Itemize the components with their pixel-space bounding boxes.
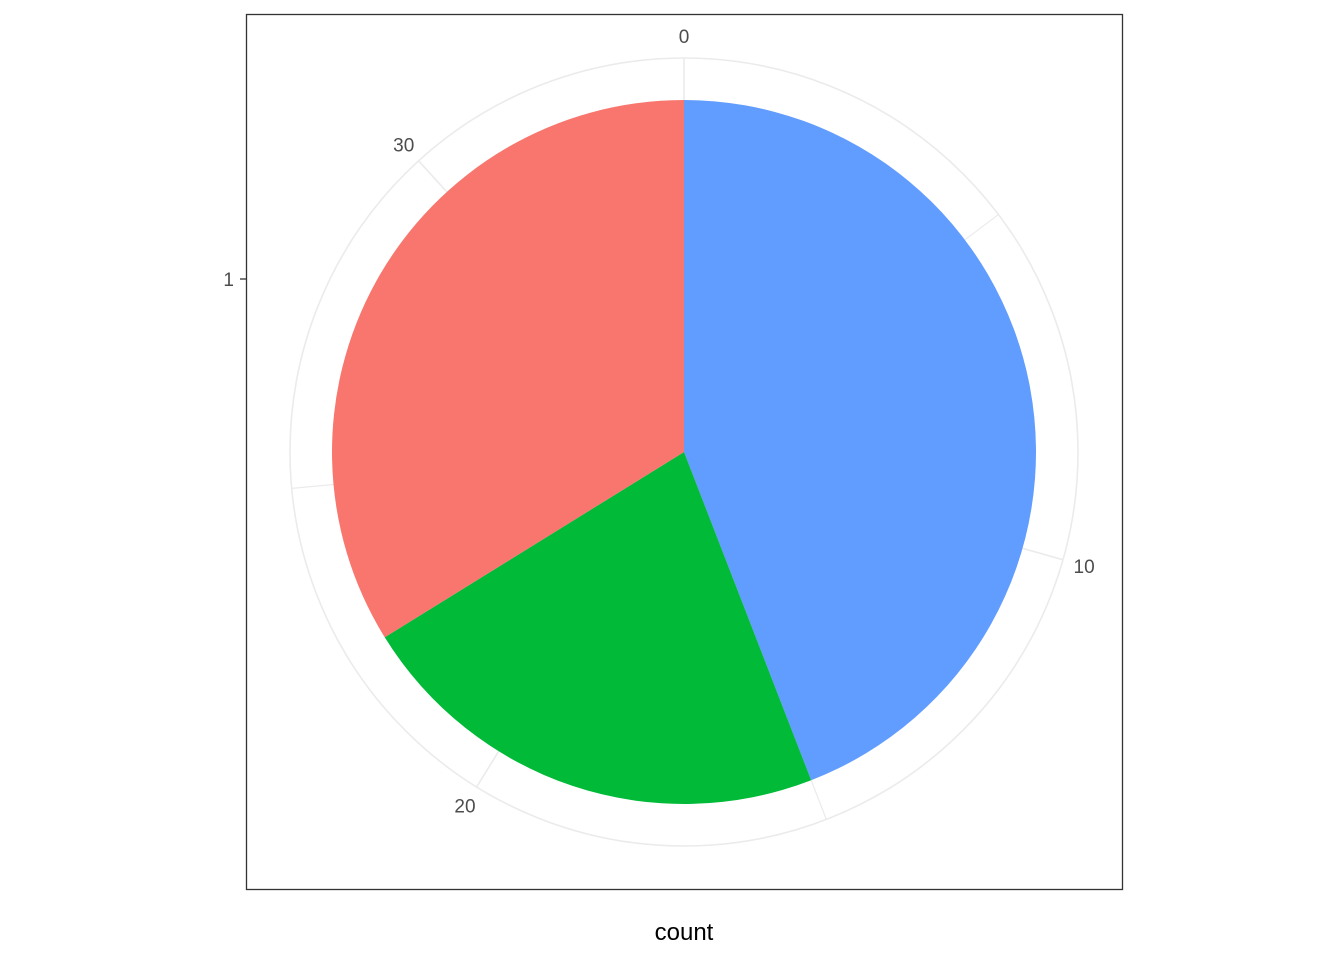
theta-tick-label: 0 bbox=[679, 27, 690, 48]
theta-tick-label: 10 bbox=[1074, 557, 1095, 578]
theta-tick-label: 30 bbox=[393, 136, 414, 157]
x-axis-title: count bbox=[655, 919, 714, 946]
panel-border bbox=[245, 13, 1124, 891]
pie-slice-3 bbox=[332, 99, 684, 638]
pie-slices bbox=[332, 99, 1037, 804]
pie-slice-1 bbox=[684, 100, 1037, 781]
y-axis-tick-label: 1 bbox=[223, 270, 234, 291]
pie-slice-2 bbox=[384, 452, 812, 804]
theta-ticks: 0 10 20 30 bbox=[393, 27, 1095, 818]
theta-tick-label: 20 bbox=[454, 797, 475, 818]
